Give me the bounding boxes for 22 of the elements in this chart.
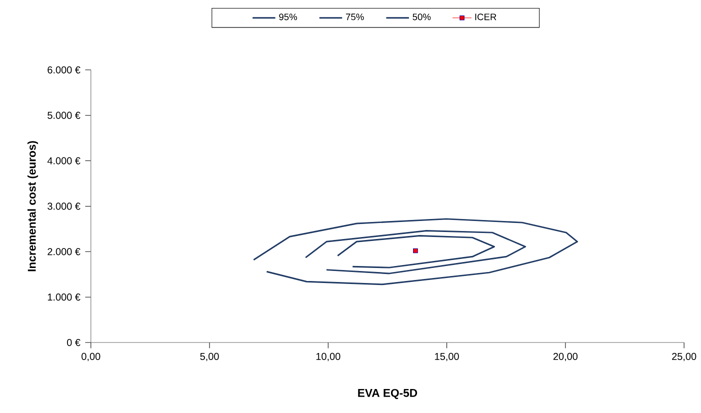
y-tick-label: 1.000 € bbox=[48, 293, 80, 300]
y-tick-label: 5.000 € bbox=[48, 112, 80, 119]
y-axis-title: Incremental cost (euros) bbox=[27, 140, 38, 271]
legend-label: 50% bbox=[412, 13, 431, 20]
y-tick-label: 3.000 € bbox=[48, 202, 80, 210]
y-tick-label: 6.000 € bbox=[48, 66, 80, 74]
line-series bbox=[304, 230, 526, 274]
y-tick-label: 0 € bbox=[67, 338, 80, 346]
x-tick-label: 5,00 bbox=[200, 352, 219, 361]
y-tick-label: 2.000 € bbox=[48, 248, 80, 255]
x-axis-title: EVA EQ-5D bbox=[358, 388, 418, 399]
x-tick-label: 10,00 bbox=[316, 352, 340, 361]
legend-label: 95% bbox=[279, 13, 298, 20]
x-tick-label: 25,00 bbox=[672, 352, 696, 361]
y-tick-label: 4.000 € bbox=[47, 157, 80, 164]
legend-label: ICER bbox=[475, 13, 496, 20]
line-series bbox=[252, 218, 578, 285]
legend-label: 75% bbox=[346, 13, 364, 20]
x-tick-label: 0,00 bbox=[82, 352, 100, 361]
line-series bbox=[336, 234, 495, 268]
x-tick-label: 15,00 bbox=[435, 352, 459, 361]
x-tick-label: 20,00 bbox=[553, 352, 578, 361]
